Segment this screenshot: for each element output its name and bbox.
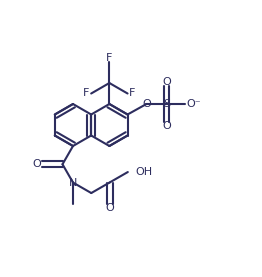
Text: F: F (106, 53, 113, 63)
Text: O: O (162, 77, 171, 87)
Text: O: O (32, 159, 41, 169)
Text: O: O (105, 203, 114, 213)
Text: OH: OH (136, 167, 153, 177)
Text: N: N (69, 178, 77, 188)
Text: O: O (142, 99, 151, 109)
Text: S: S (163, 99, 170, 109)
Text: O: O (162, 121, 171, 131)
Text: F: F (129, 88, 136, 99)
Text: O⁻: O⁻ (186, 99, 201, 109)
Text: F: F (83, 88, 89, 99)
